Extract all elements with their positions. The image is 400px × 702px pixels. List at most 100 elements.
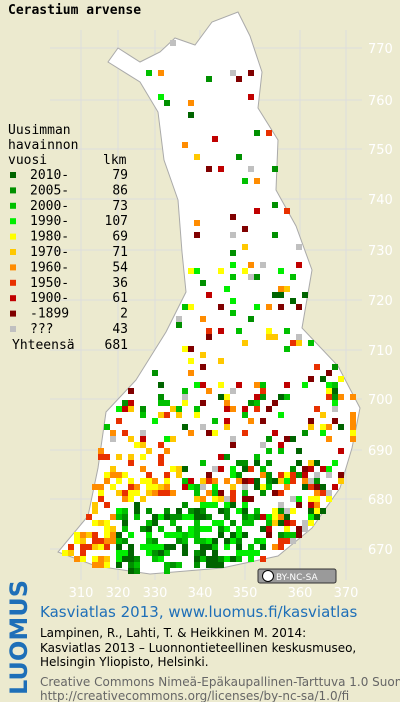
occurrence-square [254, 274, 260, 280]
occurrence-square [308, 520, 314, 526]
x-coordinate: 350 [233, 586, 258, 601]
occurrence-square [254, 484, 260, 490]
occurrence-square [230, 472, 236, 478]
occurrence-square [176, 316, 182, 322]
occurrence-square [152, 514, 158, 520]
occurrence-square [164, 472, 170, 478]
occurrence-square [152, 544, 158, 550]
occurrence-square [302, 520, 308, 526]
occurrence-square [122, 526, 128, 532]
occurrence-square [182, 304, 188, 310]
occurrence-square [278, 268, 284, 274]
occurrence-square [98, 454, 104, 460]
occurrence-square [284, 526, 290, 532]
occurrence-square [260, 472, 266, 478]
occurrence-square [158, 442, 164, 448]
occurrence-square [332, 394, 338, 400]
legend-swatch [10, 187, 16, 194]
occurrence-square [284, 208, 290, 214]
x-coordinate: 340 [188, 586, 213, 601]
occurrence-square [80, 550, 86, 556]
occurrence-square [236, 154, 242, 160]
occurrence-square [188, 304, 194, 310]
occurrence-square [182, 478, 188, 484]
occurrence-square [164, 514, 170, 520]
occurrence-square [248, 262, 254, 268]
occurrence-square [188, 484, 194, 490]
occurrence-square [134, 490, 140, 496]
occurrence-square [230, 70, 236, 76]
occurrence-square [206, 430, 212, 436]
occurrence-square [224, 514, 230, 520]
occurrence-square [206, 538, 212, 544]
occurrence-square [188, 478, 194, 484]
occurrence-square [146, 550, 152, 556]
occurrence-square [278, 508, 284, 514]
occurrence-square [176, 562, 182, 568]
occurrence-square [308, 502, 314, 508]
occurrence-square [200, 364, 206, 370]
occurrence-square [290, 274, 296, 280]
occurrence-square [182, 514, 188, 520]
occurrence-square [116, 532, 122, 538]
occurrence-square [248, 556, 254, 562]
y-coordinate: 760 [368, 94, 393, 109]
occurrence-square [230, 436, 236, 442]
occurrence-square [146, 526, 152, 532]
occurrence-square [128, 490, 134, 496]
legend-label: -1899 [30, 307, 69, 322]
occurrence-square [122, 496, 128, 502]
y-coordinate: 690 [368, 444, 393, 459]
occurrence-square [230, 496, 236, 502]
occurrence-square [218, 358, 224, 364]
occurrence-square [242, 502, 248, 508]
occurrence-square [158, 70, 164, 76]
occurrence-square [218, 454, 224, 460]
occurrence-square [272, 544, 278, 550]
occurrence-square [152, 490, 158, 496]
occurrence-square [224, 454, 230, 460]
legend-count: 2 [120, 307, 128, 322]
occurrence-square [158, 412, 164, 418]
occurrence-square [128, 484, 134, 490]
occurrence-square [224, 508, 230, 514]
occurrence-square [218, 556, 224, 562]
occurrence-square [116, 544, 122, 550]
occurrence-square [152, 550, 158, 556]
occurrence-square [272, 508, 278, 514]
occurrence-square [248, 544, 254, 550]
occurrence-square [218, 508, 224, 514]
legend-count-heading: lkm [103, 153, 127, 168]
occurrence-square [182, 550, 188, 556]
legend-label: 1960- [30, 260, 69, 275]
occurrence-square [200, 526, 206, 532]
occurrence-square [206, 544, 212, 550]
occurrence-square [92, 508, 98, 514]
occurrence-square [104, 526, 110, 532]
occurrence-square [332, 388, 338, 394]
occurrence-square [236, 328, 242, 334]
occurrence-square [104, 556, 110, 562]
occurrence-square [182, 544, 188, 550]
occurrence-square [206, 472, 212, 478]
occurrence-square [296, 532, 302, 538]
occurrence-square [194, 520, 200, 526]
occurrence-square [176, 526, 182, 532]
occurrence-square [224, 556, 230, 562]
occurrence-square [236, 550, 242, 556]
occurrence-square [134, 514, 140, 520]
occurrence-square [224, 394, 230, 400]
occurrence-square [200, 538, 206, 544]
occurrence-square [242, 268, 248, 274]
occurrence-square [284, 346, 290, 352]
occurrence-square [110, 514, 116, 520]
occurrence-square [116, 550, 122, 556]
occurrence-square [326, 388, 332, 394]
occurrence-square [302, 526, 308, 532]
occurrence-square [212, 484, 218, 490]
occurrence-square [248, 466, 254, 472]
occurrence-square [242, 226, 248, 232]
occurrence-square [290, 508, 296, 514]
occurrence-square [284, 478, 290, 484]
